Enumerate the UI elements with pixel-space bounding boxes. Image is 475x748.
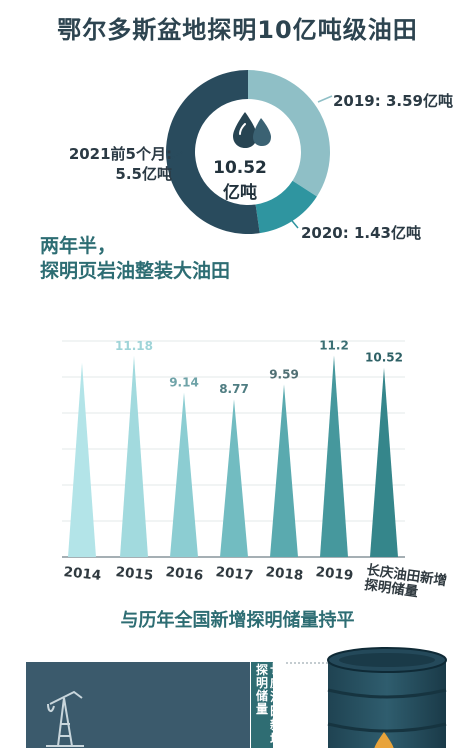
value-label-2019: 11.2 (319, 338, 349, 352)
value-label-2016: 9.14 (169, 375, 199, 389)
category-label-2: 2016 (165, 564, 204, 584)
bars (68, 355, 398, 557)
bar-2014 (68, 362, 96, 557)
oil-pump-icon (46, 690, 84, 747)
value-labels: 10.8 11.18 9.14 8.77 9.59 11.2 10.52 (67, 338, 403, 396)
donut-label-2019: 2019: 3.59亿吨 (333, 92, 453, 110)
bar-2015 (120, 355, 148, 557)
donut-label-2021-line1: 2021前5个月: (68, 145, 172, 163)
donut-label-2020: 2020: 1.43亿吨 (301, 224, 421, 242)
bottom-panel (26, 662, 250, 748)
value-label-长庆油田新增探明储量: 10.52 (365, 351, 403, 365)
section-heading-line2: 探明页岩油整装大油田 (40, 260, 231, 282)
connector-2021 (171, 151, 183, 159)
donut-arcs (165, 69, 330, 235)
bar-长庆油田新增探明储量 (370, 367, 398, 557)
bar-2016 (170, 392, 198, 557)
donut-label-2021: 2021前5个月: 5.5亿吨 (42, 144, 172, 184)
value-label-2017: 8.77 (219, 382, 249, 396)
bottom-heading: 与历年全国新增探明储量持平 (120, 610, 355, 631)
value-label-2014: 10.8 (67, 346, 97, 360)
category-label-3: 2017 (215, 564, 254, 584)
value-label-2015: 11.18 (115, 339, 153, 353)
section-heading: 两年半， 探明页岩油整装大油田 (40, 234, 230, 284)
vertical-label-reserves: 探明储量 (251, 662, 273, 748)
page-title: 鄂尔多斯盆地探明10亿吨级油田 (57, 16, 418, 44)
bar-2019 (320, 355, 348, 557)
oil-drops-icon (233, 112, 271, 148)
connector-2020 (282, 209, 299, 229)
donut-segment-0 (248, 70, 330, 197)
section-heading-line1: 两年半， (40, 235, 117, 257)
category-label-1: 2015 (115, 564, 154, 584)
donut-center-label: 10.52亿吨 (213, 158, 267, 203)
category-label-0: 2014 (63, 564, 102, 584)
vertical-label-changqing: 长庆油田新增 (266, 662, 286, 748)
vertical-label-reserves-text: 探明储量 (255, 663, 268, 716)
vertical-label-changqing-text: 长庆油田新增 (269, 662, 282, 746)
connector-2019 (317, 95, 333, 103)
donut-segment-2 (165, 69, 260, 235)
category-label-4: 2018 (265, 564, 304, 584)
donut-segment-1 (255, 180, 317, 234)
bar-2017 (220, 399, 248, 557)
value-label-2018: 9.59 (269, 367, 299, 381)
donut-label-2021-line2: 5.5亿吨 (115, 165, 172, 183)
bar-2018 (270, 384, 298, 557)
category-label-5: 2019 (315, 564, 354, 584)
category-labels: 2014 2015 2016 2017 2018 2019 长庆油田新增探明储量 (63, 561, 448, 600)
